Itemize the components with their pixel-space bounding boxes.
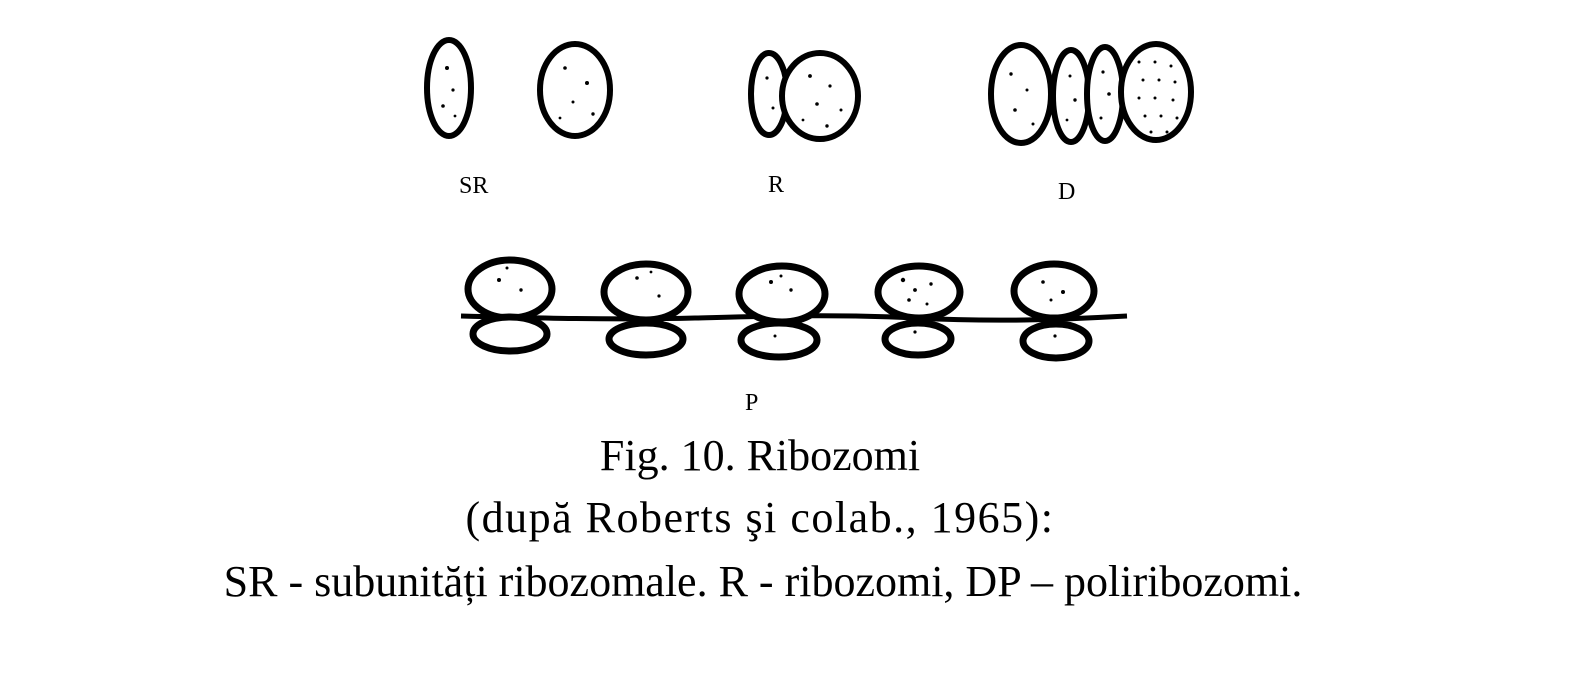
polyribosome-unit-4 — [874, 262, 964, 359]
dimer-panel: D — [988, 41, 1194, 205]
small-subunit — [424, 37, 474, 139]
polyribosome-unit-2 — [600, 260, 692, 359]
dimer-part-1 — [988, 42, 1054, 146]
figure-caption-source: (după Roberts şi colab., 1965): — [465, 493, 1055, 542]
figure-caption-legend: SR - subunități ribozomale. R - ribozomi… — [223, 557, 1303, 606]
polyribosome-dots — [497, 266, 1065, 338]
ribosome-diagram: SR R — [424, 37, 1194, 416]
polyribosome-unit-3 — [735, 262, 829, 361]
dimer-dots — [1009, 60, 1179, 134]
label-R: R — [768, 172, 784, 198]
ribosome-dots — [765, 74, 843, 128]
label-SR: SR — [459, 173, 488, 199]
dimer-part-2 — [1050, 47, 1092, 145]
label-D: D — [1058, 179, 1075, 205]
ribosome-large-part — [779, 50, 861, 142]
polyribosome-unit-5 — [1010, 260, 1098, 362]
subunit-dots — [441, 66, 595, 120]
ribosome-panel: R — [748, 50, 861, 198]
large-subunit — [537, 41, 613, 139]
polyribosome-unit-1 — [464, 256, 556, 355]
figure-caption-title: Fig. 10. Ribozomi — [599, 431, 921, 480]
dimer-part-3 — [1084, 44, 1126, 144]
subunits-panel: SR — [424, 37, 613, 199]
polyribosome-panel: P — [460, 256, 1128, 416]
label-P: P — [745, 390, 758, 416]
dimer-part-4 — [1118, 41, 1194, 143]
ribosome-figure: SR R — [415, 28, 1230, 420]
